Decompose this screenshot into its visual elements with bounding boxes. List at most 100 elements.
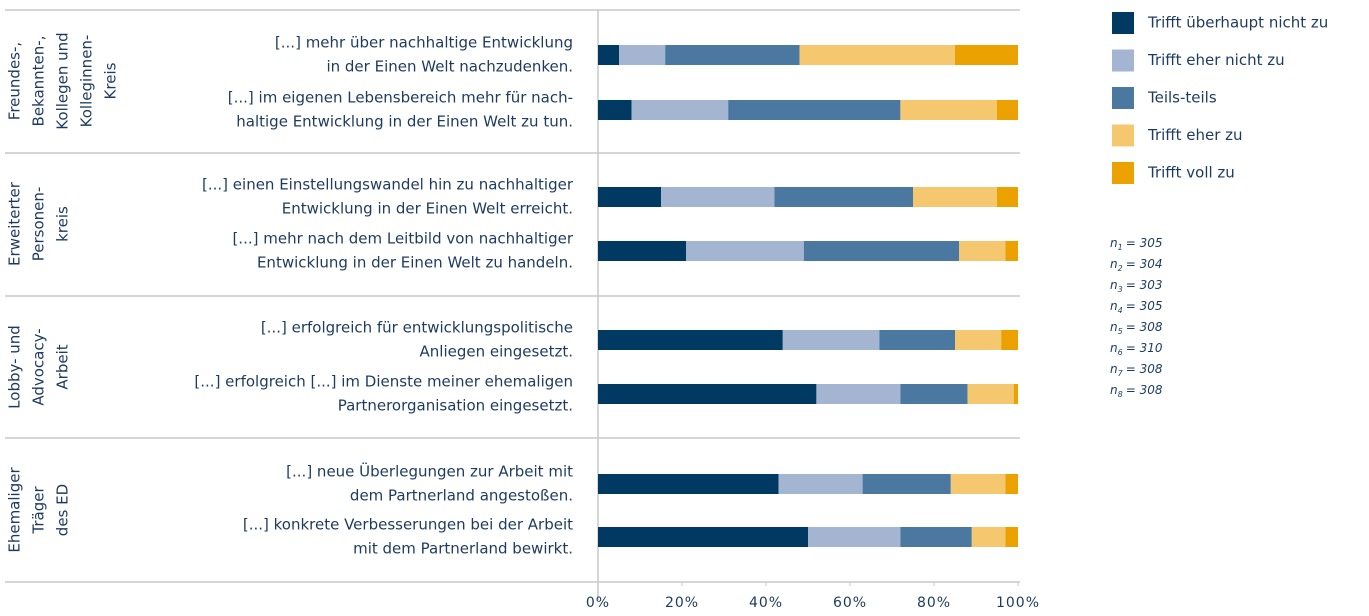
sample-size: n3 = 303 bbox=[1110, 278, 1162, 294]
bar-segment bbox=[631, 100, 729, 120]
category-label: haltige Entwicklung in der Einen Welt zu… bbox=[236, 113, 573, 131]
bar-segment bbox=[774, 187, 913, 207]
group-label: Kollegen und bbox=[54, 32, 72, 129]
category-label: in der Einen Welt nachzudenken. bbox=[326, 58, 573, 76]
legend-swatch bbox=[1112, 87, 1134, 109]
bar-segment bbox=[598, 330, 783, 350]
bar-segment bbox=[799, 45, 955, 65]
group-label: Lobby- und bbox=[6, 325, 24, 409]
bar-segment bbox=[598, 45, 619, 65]
n-index: 7 bbox=[1118, 369, 1124, 378]
n-value: = 304 bbox=[1126, 257, 1163, 271]
group-label: Träger bbox=[30, 486, 48, 535]
bar-segment bbox=[879, 330, 955, 350]
n-symbol: n bbox=[1110, 341, 1118, 355]
n-symbol: n bbox=[1110, 236, 1118, 250]
bar-segment bbox=[900, 100, 997, 120]
x-tick-label: 80% bbox=[917, 595, 951, 611]
n-index: 8 bbox=[1118, 390, 1123, 399]
n-symbol: n bbox=[1110, 383, 1118, 397]
bar-segment bbox=[900, 384, 968, 404]
category-label: [...] erfolgreich [...] im Dienste meine… bbox=[194, 373, 573, 391]
group-label: Personen- bbox=[30, 187, 48, 262]
group-label: des ED bbox=[54, 484, 72, 536]
sample-size: n4 = 305 bbox=[1110, 299, 1162, 315]
legend-swatch bbox=[1112, 124, 1134, 147]
category-label: [...] einen Einstellungswandel hin zu na… bbox=[202, 176, 574, 194]
bar-segment bbox=[598, 187, 661, 207]
category-label: dem Partnerland angestoßen. bbox=[350, 487, 573, 505]
group-label: Kreis bbox=[102, 62, 120, 99]
n-symbol: n bbox=[1110, 320, 1118, 334]
category-label: [...] im eigenen Lebensbereich mehr für … bbox=[228, 89, 573, 107]
n-symbol: n bbox=[1110, 362, 1118, 376]
legend-swatch bbox=[1112, 12, 1134, 34]
category-label: [...] konkrete Verbesserungen bei der Ar… bbox=[243, 516, 573, 534]
n-index: 1 bbox=[1118, 243, 1123, 252]
bar-segment bbox=[900, 527, 972, 547]
legend-swatch bbox=[1112, 49, 1134, 72]
bar-segment bbox=[1001, 330, 1018, 350]
n-index: 5 bbox=[1118, 327, 1123, 336]
legend-swatch bbox=[1112, 162, 1134, 184]
group-label: Arbeit bbox=[54, 344, 72, 389]
x-tick-label: 60% bbox=[833, 595, 867, 611]
n-value: = 308 bbox=[1126, 320, 1163, 334]
sample-size: n6 = 310 bbox=[1110, 341, 1163, 357]
x-tick-label: 0% bbox=[586, 595, 610, 611]
bar-segment bbox=[661, 187, 775, 207]
bar-segment bbox=[778, 474, 863, 494]
n-value: = 305 bbox=[1126, 236, 1163, 250]
x-tick-label: 100% bbox=[996, 595, 1040, 611]
bar-segment bbox=[950, 474, 1006, 494]
bar-segment bbox=[808, 527, 901, 547]
bar-segment bbox=[598, 527, 808, 547]
category-label: Entwicklung in der Einen Welt erreicht. bbox=[282, 200, 573, 218]
bar-segment bbox=[816, 384, 901, 404]
bar-segment bbox=[997, 187, 1018, 207]
bar-segment bbox=[665, 45, 800, 65]
sample-size: n5 = 308 bbox=[1110, 320, 1163, 336]
bar-segment bbox=[1005, 527, 1018, 547]
legend-label: Trifft überhaupt nicht zu bbox=[1147, 14, 1328, 32]
bar-segment bbox=[598, 100, 632, 120]
bar-segment bbox=[728, 100, 901, 120]
n-symbol: n bbox=[1110, 299, 1118, 313]
category-label: [...] neue Überlegungen zur Arbeit mit bbox=[286, 462, 573, 481]
category-label: Anliegen eingesetzt. bbox=[420, 343, 573, 361]
category-label: Entwicklung in der Einen Welt zu handeln… bbox=[257, 254, 573, 272]
bar-segment bbox=[686, 241, 804, 261]
bar-segment bbox=[967, 384, 1014, 404]
legend-label: Trifft voll zu bbox=[1147, 164, 1235, 182]
bar-segment bbox=[959, 241, 1006, 261]
bar-segment bbox=[598, 384, 817, 404]
bar-segment bbox=[1005, 474, 1018, 494]
sample-size: n7 = 308 bbox=[1110, 362, 1163, 378]
bar-segment bbox=[1005, 241, 1018, 261]
bar-segment bbox=[955, 45, 1018, 65]
group-label: Bekannten-, bbox=[30, 36, 48, 127]
group-label: Kolleginnen- bbox=[78, 35, 96, 128]
group-label: Erweiterter bbox=[6, 181, 24, 266]
bar-segment bbox=[619, 45, 666, 65]
bar-segment bbox=[598, 474, 779, 494]
n-value: = 305 bbox=[1126, 299, 1163, 313]
group-label: Ehemaliger bbox=[6, 467, 24, 553]
n-index: 3 bbox=[1118, 285, 1123, 294]
n-value: = 308 bbox=[1126, 383, 1163, 397]
bar-segment bbox=[862, 474, 951, 494]
n-index: 6 bbox=[1118, 348, 1123, 357]
n-index: 2 bbox=[1118, 264, 1123, 273]
n-index: 4 bbox=[1118, 306, 1123, 315]
n-symbol: n bbox=[1110, 257, 1118, 271]
bar-segment bbox=[598, 241, 687, 261]
group-label: Freundes-, bbox=[6, 42, 24, 120]
group-label: Advocacy- bbox=[30, 328, 48, 405]
bar-segment bbox=[997, 100, 1018, 120]
bar-segment bbox=[1013, 384, 1018, 404]
category-label: Partnerorganisation eingesetzt. bbox=[338, 397, 573, 415]
category-label: [...] mehr über nachhaltige Entwicklung bbox=[275, 34, 573, 52]
category-label: [...] mehr nach dem Leitbild von nachhal… bbox=[232, 230, 573, 248]
sample-size: n2 = 304 bbox=[1110, 257, 1162, 273]
bar-segment bbox=[913, 187, 997, 207]
